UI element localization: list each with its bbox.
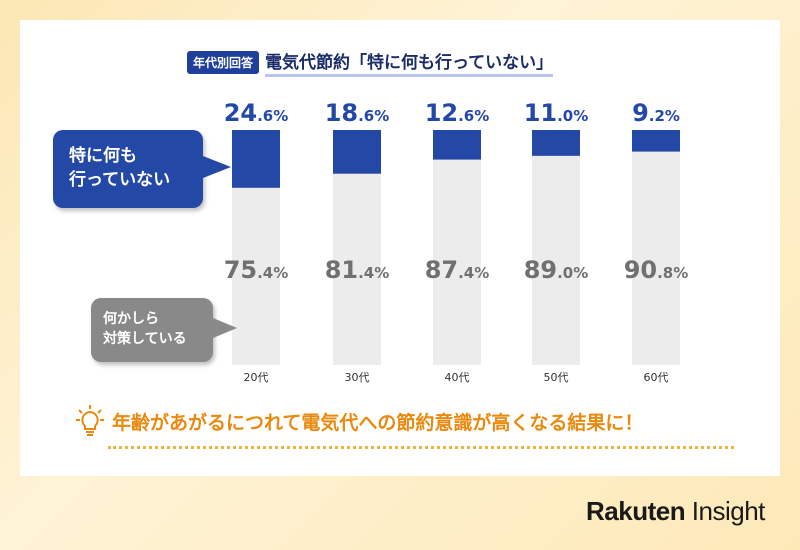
conclusion-row: 年齢があがるにつれて電気代への節約意識が高くなる結果に！ <box>76 404 643 438</box>
dotted-underline <box>108 446 734 449</box>
callout-nothing-line1: 特に何も <box>69 146 137 166</box>
lightbulb-icon <box>76 404 104 438</box>
bar-measures-2 <box>433 159 481 365</box>
logo-bold: Rakuten <box>586 496 686 526</box>
rakuten-insight-logo: Rakuten Insight <box>586 496 765 527</box>
label-nothing-4: 9.2% <box>632 99 680 127</box>
label-nothing-1: 18.6% <box>325 99 390 127</box>
bar-measures-1 <box>333 173 381 365</box>
age-group-tag: 年代別回答 <box>187 50 260 74</box>
category-label-3: 50代 <box>544 371 569 384</box>
category-label-4: 60代 <box>644 371 669 384</box>
chart-title: 電気代節約「特に何も行っていない」 <box>265 48 554 77</box>
bar-nothing-3 <box>532 130 580 156</box>
bar-measures-0 <box>232 187 280 365</box>
callout-measures-line2: 対策している <box>103 331 187 347</box>
bar-nothing-2 <box>433 130 481 160</box>
conclusion-text: 年齢があがるにつれて電気代への節約意識が高くなる結果に！ <box>112 411 644 434</box>
chart-header: 年代別回答 電気代節約「特に何も行っていない」 <box>187 48 554 77</box>
bar-nothing-0 <box>232 130 280 188</box>
label-measures-3: 89.0% <box>524 256 589 284</box>
callout-nothing-tail <box>203 156 231 178</box>
bar-nothing-1 <box>333 130 381 174</box>
label-measures-2: 87.4% <box>425 256 490 284</box>
category-label-2: 40代 <box>445 371 470 384</box>
bar-measures-3 <box>532 155 580 365</box>
label-measures-4: 90.8% <box>624 256 689 284</box>
category-label-1: 30代 <box>345 371 370 384</box>
callout-nothing-line2: 行っていない <box>69 170 171 190</box>
callout-measures-line1: 何かしら <box>103 311 159 327</box>
logo-light: Insight <box>685 496 766 526</box>
label-nothing-2: 12.6% <box>425 99 490 127</box>
callout-nothing: 特に何も 行っていない <box>53 130 203 208</box>
label-measures-0: 75.4% <box>224 256 289 284</box>
label-measures-1: 81.4% <box>325 256 390 284</box>
label-nothing-3: 11.0% <box>524 99 589 127</box>
category-label-0: 20代 <box>244 371 269 384</box>
label-nothing-0: 24.6% <box>224 99 289 127</box>
bar-measures-4 <box>632 151 680 365</box>
callout-measures: 何かしら 対策している <box>91 298 213 362</box>
callout-measures-tail <box>213 318 237 338</box>
bar-nothing-4 <box>632 130 680 152</box>
